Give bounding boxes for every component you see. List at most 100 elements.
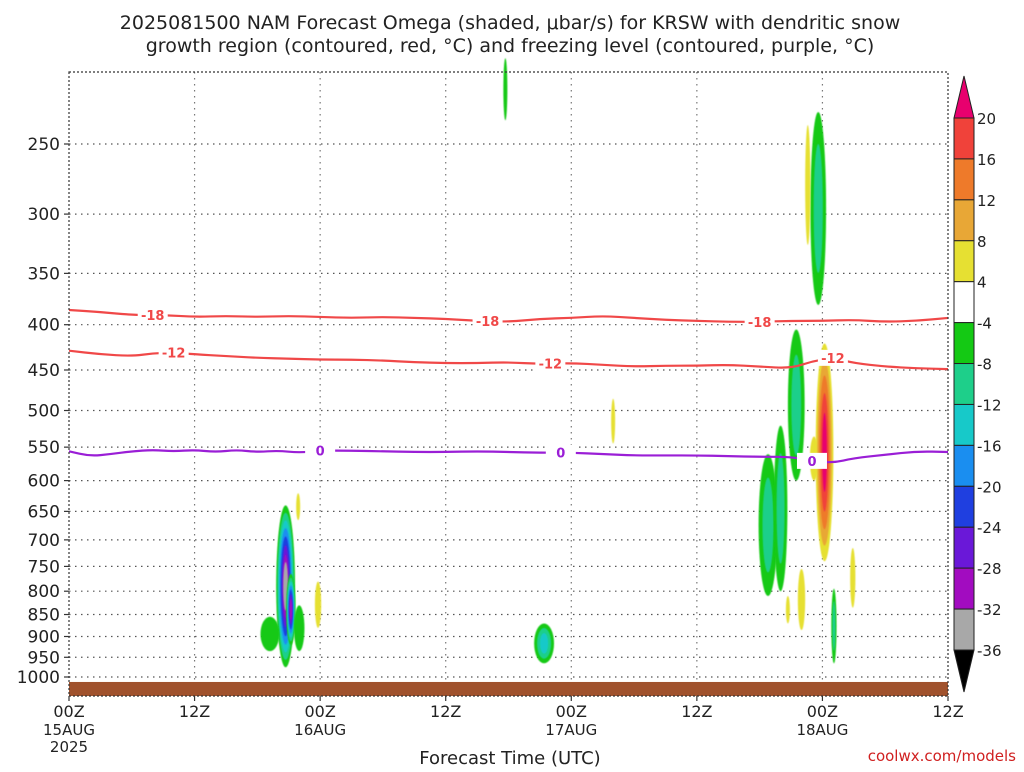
colorbar-label-3: 8 [977,233,987,251]
x-tick-label-0: 00Z [53,702,84,721]
colorbar-box-7 [953,363,975,405]
omega-blob-10-level-1 [776,453,785,564]
y-tick-label-650: 650 [28,502,60,522]
x-date-label-72: 18AUG [796,721,848,739]
omega-blob-13 [805,125,811,245]
colorbar-box-4 [953,240,975,283]
contour-label-bg-0-2 [744,313,775,330]
omega-blob-6-level-0 [503,58,508,121]
contour-line-0 [68,308,949,323]
colorbar-label-10: -24 [977,519,1002,537]
colorbar-label-7: -12 [977,396,1002,414]
omega-blob-12 [810,111,827,305]
y-tick-label-400: 400 [28,316,60,336]
colorbar-label-5: -4 [977,315,992,333]
colorbar-box-10 [953,485,975,528]
colorbar-box-11 [953,526,975,569]
omega-blob-15 [815,343,834,562]
contour-label-1-0: -12 [162,347,186,362]
omega-blob-2 [260,616,280,652]
colorbar-box-6 [953,322,975,365]
contour-label-0-2: -18 [748,316,772,331]
y-tick-label-700: 700 [28,531,60,551]
omega-blob-9 [758,454,778,596]
contour-label-1-2: -12 [821,352,845,367]
x-tick-label-12: 12Z [179,702,210,721]
omega-blob-15-level-4 [822,412,827,492]
y-tick-label-300: 300 [28,205,60,225]
chart-title-line2: growth region (contoured, red, °C) and f… [146,35,875,57]
x-tick-label-72: 00Z [807,702,838,721]
omega-blob-18-level-1 [832,601,836,651]
contour-label-0-0: -18 [141,309,165,324]
contour-label-2-1: 0 [556,447,565,462]
x-date-label-24: 16AUG [294,721,346,739]
omega-blob-1-level-6 [289,598,293,621]
omega-blob-2-level-0 [260,616,280,652]
contour-label-bg-1-0 [158,344,189,361]
plot-frame [68,71,949,697]
chart-title-line1: 2025081500 NAM Forecast Omega (shaded, μ… [120,12,900,34]
colorbar-box-13 [953,608,975,651]
colorbar-label-0: 20 [977,110,996,128]
y-tick-label-800: 800 [28,582,60,602]
y-tick-label-450: 450 [28,361,60,381]
colorbar-label-9: -20 [977,478,1002,496]
y-tick-label-1000: 1000 [17,668,60,688]
contour-layer: -18 -18 -18 -12 -12 -12 0 0 0 [68,306,949,470]
credit-text: coolwx.com/models [868,747,1016,765]
omega-blob-3-level-0 [293,605,305,652]
omega-blob-19 [850,548,856,608]
contour-label-bg-0-1 [472,313,503,330]
colorbar-box-3 [953,199,975,242]
x-date-label-48: 17AUG [545,721,597,739]
omega-blob-4-level-0 [296,493,301,521]
omega-blob-9-level-1 [762,477,774,573]
omega-blob-8 [611,398,616,444]
omega-blob-6 [503,58,508,121]
contour-line-1 [68,349,949,371]
colorbar-top-arrow [953,75,975,119]
contour-label-0-1: -18 [476,315,500,330]
contour-label-1-1: -12 [539,358,563,373]
colorbar-box-5 [953,281,975,324]
x-tick-label-48: 00Z [556,702,587,721]
colorbar-label-8: -16 [977,437,1002,455]
omega-shading-layer [260,58,856,668]
omega-blob-3 [293,605,305,652]
contour-label-bg-2-1 [545,444,576,461]
colorbar-label-12: -32 [977,601,1002,619]
colorbar-box-1 [953,117,975,160]
y-tick-label-950: 950 [28,648,60,668]
omega-blob-1 [286,574,296,645]
colorbar-box-12 [953,567,975,610]
y-tick-label-250: 250 [28,135,60,155]
colorbar-box-8 [953,403,975,446]
contour-label-2-0: 0 [316,445,325,460]
omega-blob-7-level-2 [539,633,549,654]
colorbar-label-2: 12 [977,192,996,210]
x-tick-label-84: 12Z [932,702,963,721]
omega-blob-12-level-1 [813,144,823,273]
contour-line-2 [68,449,949,464]
axis-layer: 2503003504004505005506006507007508008509… [17,71,964,756]
colorbar-box-9 [953,444,975,487]
x-tick-label-36: 12Z [430,702,461,721]
colorbar-label-11: -28 [977,560,1002,578]
omega-blob-19-level-0 [850,548,856,608]
surface-layer [69,681,948,696]
x-year-label: 2025 [50,738,88,756]
x-tick-label-60: 12Z [681,702,712,721]
contour-label-bg-0-0 [137,306,168,323]
contour-label-bg-2-2 [796,452,827,469]
x-tick-label-24: 00Z [304,702,335,721]
colorbar-box-2 [953,158,975,201]
omega-blob-16-level-0 [797,568,806,631]
ground-surface-bar [69,681,948,696]
colorbar-bottom-arrow [953,649,975,693]
y-tick-label-850: 850 [28,606,60,626]
contour-label-bg-2-0 [305,442,336,459]
colorbar-label-4: 4 [977,274,987,292]
